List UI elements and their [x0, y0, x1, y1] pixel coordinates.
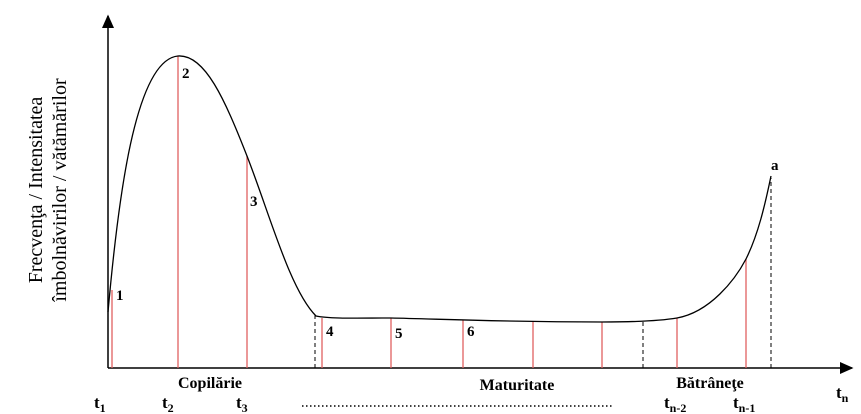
point-label: 5 [395, 326, 403, 342]
time-label: t3 [236, 393, 248, 414]
phase-label: Copilărie [178, 375, 242, 392]
y-label-line: Frecvenţa / Intensitatea [25, 97, 47, 284]
point-label: a [771, 158, 779, 174]
point-label: 3 [250, 194, 258, 210]
time-label: tn [836, 383, 849, 405]
phase-labels: Copilărie Maturitate Bătrâneţe [178, 375, 744, 407]
point-label: 6 [467, 324, 475, 340]
time-label: t1 [94, 393, 106, 414]
phase-label: Bătrâneţe [676, 375, 744, 392]
y-axis-label: Frecvenţa / Intensitatea îmbolnăvirilor … [25, 78, 71, 303]
guide-lines [111, 56, 772, 368]
time-label: t2 [162, 393, 174, 414]
point-label: 2 [182, 66, 190, 82]
point-label: 4 [326, 324, 334, 340]
time-label: tn-2 [664, 393, 686, 414]
point-label: 1 [116, 288, 124, 304]
time-labels: t1 t2 t3 tn-2 tn-1 tn [94, 383, 849, 414]
phase-label: Maturitate [480, 377, 555, 394]
point-labels: 1 2 3 4 5 6 a [116, 66, 779, 342]
y-label-line: îmbolnăvirilor / vătămărilor [49, 78, 71, 303]
time-label: tn-1 [733, 393, 755, 414]
axes [102, 14, 854, 374]
curve [107, 55, 772, 323]
